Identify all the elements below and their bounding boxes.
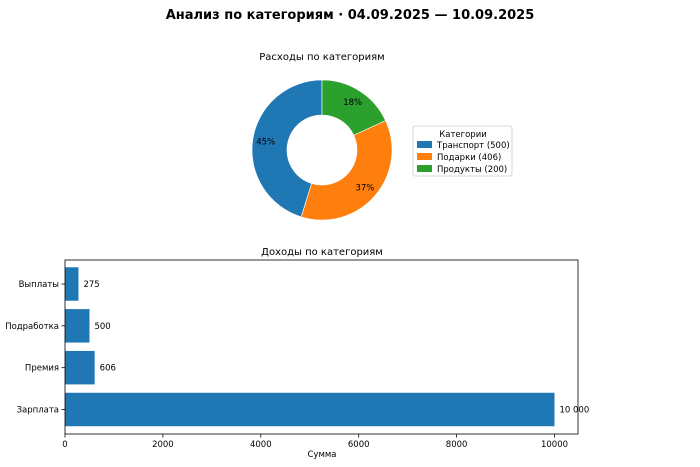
legend-swatch-3 [417,165,432,172]
bar-value-label-4: 275 [83,280,99,290]
y-tick-label-3: Подработка [5,322,59,332]
bar-value-label-3: 500 [94,322,110,332]
legend-entry-3: Продукты (200) [437,165,507,175]
pie-slices [251,79,393,221]
x-tick-label-5: 8000 [446,440,468,450]
pie-title: Расходы по категориям [259,52,384,63]
bar-axes-frame [64,259,579,435]
income-bar-chart: Доходы по категориям Зарплата Премия Подра… [5,247,589,460]
legend-entry-2: Подарки (406) [437,153,501,163]
bar-x-axis-label: Сумма [308,450,337,460]
pie-percent-label-2: 37% [355,184,374,194]
expenses-donut-chart: Расходы по категориям 45% 37% 18% Категори… [251,52,513,221]
x-tick-label-6: 10000 [541,440,568,450]
bar-value-labels: 10 000 606 500 275 [83,280,589,416]
y-tick-label-4: Выплаты [19,280,59,290]
bar-y-ticks: Зарплата Премия Подработка Выплаты [5,280,65,416]
legend-swatch-1 [417,141,432,148]
bar-3 [65,309,90,343]
pie-percent-labels: 45% 37% 18% [256,98,374,194]
x-tick-label-4: 6000 [348,440,370,450]
pie-slice-3 [321,79,386,136]
figure-suptitle: Анализ по категориям · 04.09.2025 — 10.0… [166,8,535,23]
legend-entries: Транспорт (500) Подарки (406) Продукты (20… [417,141,510,175]
y-tick-label-2: Премия [25,364,59,374]
legend-frame [412,125,513,177]
pie-percent-label-1: 45% [256,137,275,147]
legend-swatch-2 [417,153,432,160]
bar-4 [65,267,79,301]
pie-legend: Категории Транспорт (500) Подарки (406) Пр… [412,125,513,177]
bar-title: Доходы по категориям [261,247,383,258]
pie-percent-label-3: 18% [343,98,362,108]
x-tick-label-2: 2000 [152,440,174,450]
x-tick-label-1: 0 [62,440,67,450]
x-tick-label-3: 4000 [250,440,272,450]
pie-slice-1 [251,79,323,218]
bar-value-label-2: 606 [100,364,116,374]
bar-2 [65,350,95,385]
bar-marks [65,267,555,427]
bar-1 [65,392,555,427]
legend-entry-1: Транспорт (500) [436,141,510,151]
legend-title: Категории [439,130,487,140]
y-tick-label-1: Зарплата [17,406,59,416]
bar-x-ticks: 0 2000 4000 6000 8000 10000 [62,434,568,450]
bar-value-label-1: 10 000 [560,406,590,416]
pie-slice-2 [300,120,393,221]
